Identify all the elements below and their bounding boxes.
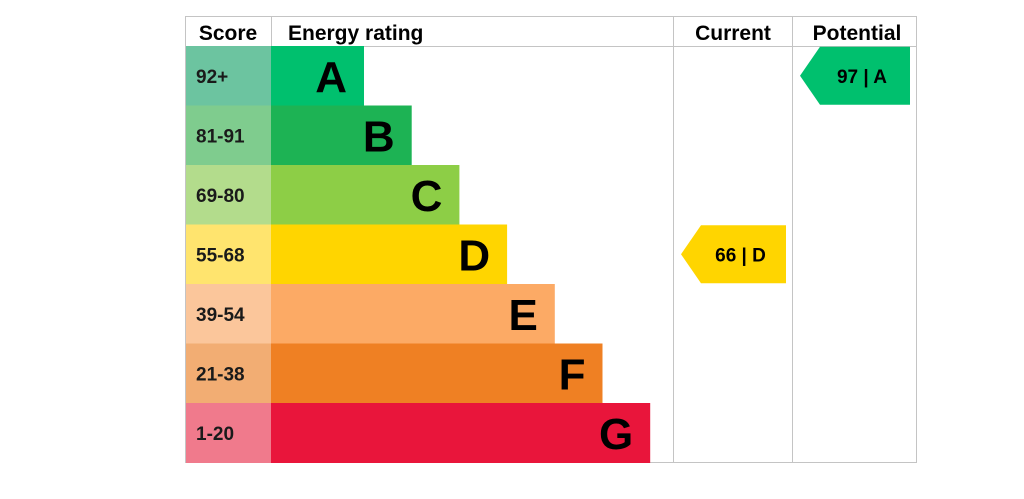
rating-bar-b: [271, 105, 412, 166]
rating-bands: 92+ A 81-91 B 69-80 C 55-68 D 39-54 E 21-38 F 1-20 G: [186, 46, 651, 463]
score-range-e: 39-54: [196, 305, 245, 326]
current-rating-arrow-label: 66 | D: [715, 245, 766, 266]
rating-bar-a: [271, 46, 364, 106]
header-score: Score: [199, 22, 257, 45]
potential-rating-arrow: 97 | A: [800, 46, 910, 105]
header-potential: Potential: [813, 22, 902, 45]
potential-rating-arrow-shape: [800, 46, 910, 105]
rating-letter-f: F: [559, 350, 586, 399]
band-b: 81-91 B: [186, 105, 412, 166]
band-e: 39-54 E: [186, 284, 555, 344]
rating-letter-g: G: [599, 410, 633, 459]
rating-arrows: 66 | D 97 | A: [681, 46, 910, 284]
rating-letter-c: C: [411, 172, 443, 221]
rating-bar-g: [271, 403, 651, 463]
rating-letter-a: A: [315, 53, 347, 102]
band-g: 1-20 G: [186, 403, 651, 463]
band-a: 92+ A: [186, 46, 364, 106]
header-current: Current: [695, 22, 771, 45]
score-range-c: 69-80: [196, 186, 245, 207]
score-range-d: 55-68: [196, 245, 245, 266]
header-row: Score Energy rating Current Potential: [199, 22, 902, 45]
current-rating-arrow: 66 | D: [681, 225, 786, 284]
rating-bar-c: [271, 165, 460, 225]
band-f: 21-38 F: [186, 343, 603, 404]
rating-letter-e: E: [508, 291, 537, 340]
score-range-b: 81-91: [196, 126, 245, 147]
score-range-g: 1-20: [196, 424, 234, 445]
score-cell-c: [186, 165, 271, 225]
score-cell-a: [186, 46, 271, 106]
rating-bar-e: [271, 284, 555, 344]
rating-bar-f: [271, 343, 603, 404]
header-energy-rating: Energy rating: [288, 22, 423, 45]
band-d: 55-68 D: [186, 224, 508, 285]
score-cell-f: [186, 343, 271, 404]
potential-rating-arrow-label: 97 | A: [837, 67, 887, 88]
score-range-f: 21-38: [196, 364, 245, 385]
rating-letter-b: B: [363, 112, 395, 161]
current-rating-arrow-shape: [681, 225, 786, 284]
score-cell-b: [186, 105, 271, 166]
score-range-a: 92+: [196, 67, 228, 88]
rating-bar-d: [271, 224, 508, 285]
band-c: 69-80 C: [186, 165, 460, 225]
rating-letter-d: D: [458, 231, 490, 280]
score-cell-g: [186, 403, 271, 463]
score-cell-d: [186, 224, 271, 285]
score-cell-e: [186, 284, 271, 344]
